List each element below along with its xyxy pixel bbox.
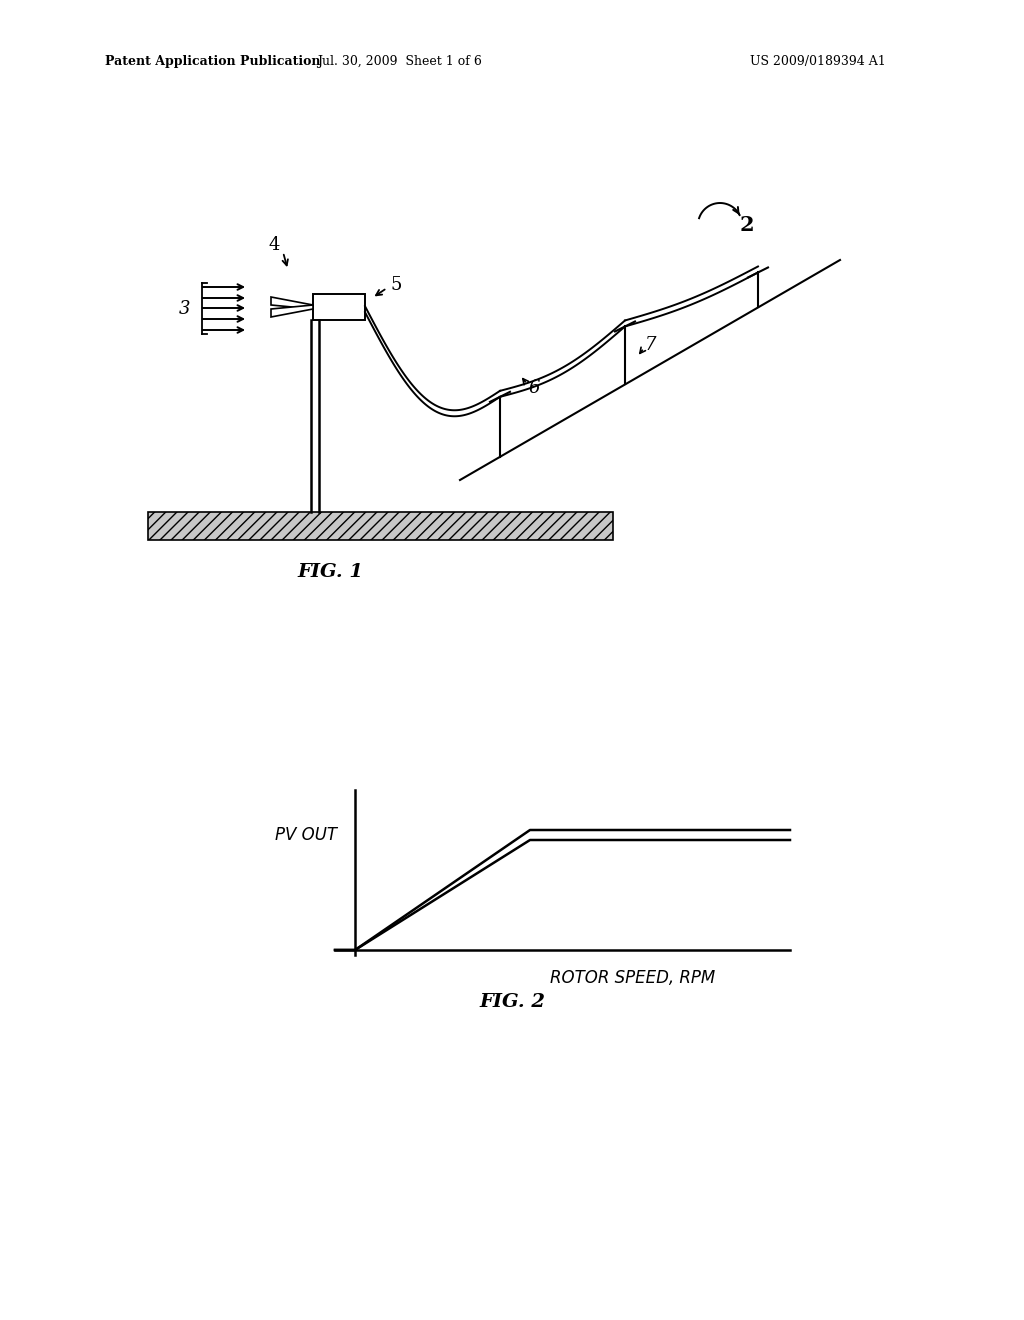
Text: 4: 4 <box>268 236 280 253</box>
Text: Patent Application Publication: Patent Application Publication <box>105 55 321 69</box>
Text: 7: 7 <box>645 337 656 354</box>
Polygon shape <box>271 297 313 309</box>
Text: ROTOR SPEED, RPM: ROTOR SPEED, RPM <box>550 969 715 987</box>
Bar <box>313 294 365 319</box>
Text: 2: 2 <box>740 215 755 235</box>
Text: 3: 3 <box>178 300 190 318</box>
Text: PV OUT: PV OUT <box>275 826 337 843</box>
Bar <box>148 512 613 540</box>
Text: US 2009/0189394 A1: US 2009/0189394 A1 <box>750 55 886 69</box>
Text: FIG. 2: FIG. 2 <box>479 993 545 1011</box>
Text: 6: 6 <box>528 379 540 397</box>
Text: FIG. 1: FIG. 1 <box>297 564 362 581</box>
Text: Jul. 30, 2009  Sheet 1 of 6: Jul. 30, 2009 Sheet 1 of 6 <box>317 55 482 69</box>
Polygon shape <box>271 305 313 317</box>
Text: 5: 5 <box>390 276 401 294</box>
